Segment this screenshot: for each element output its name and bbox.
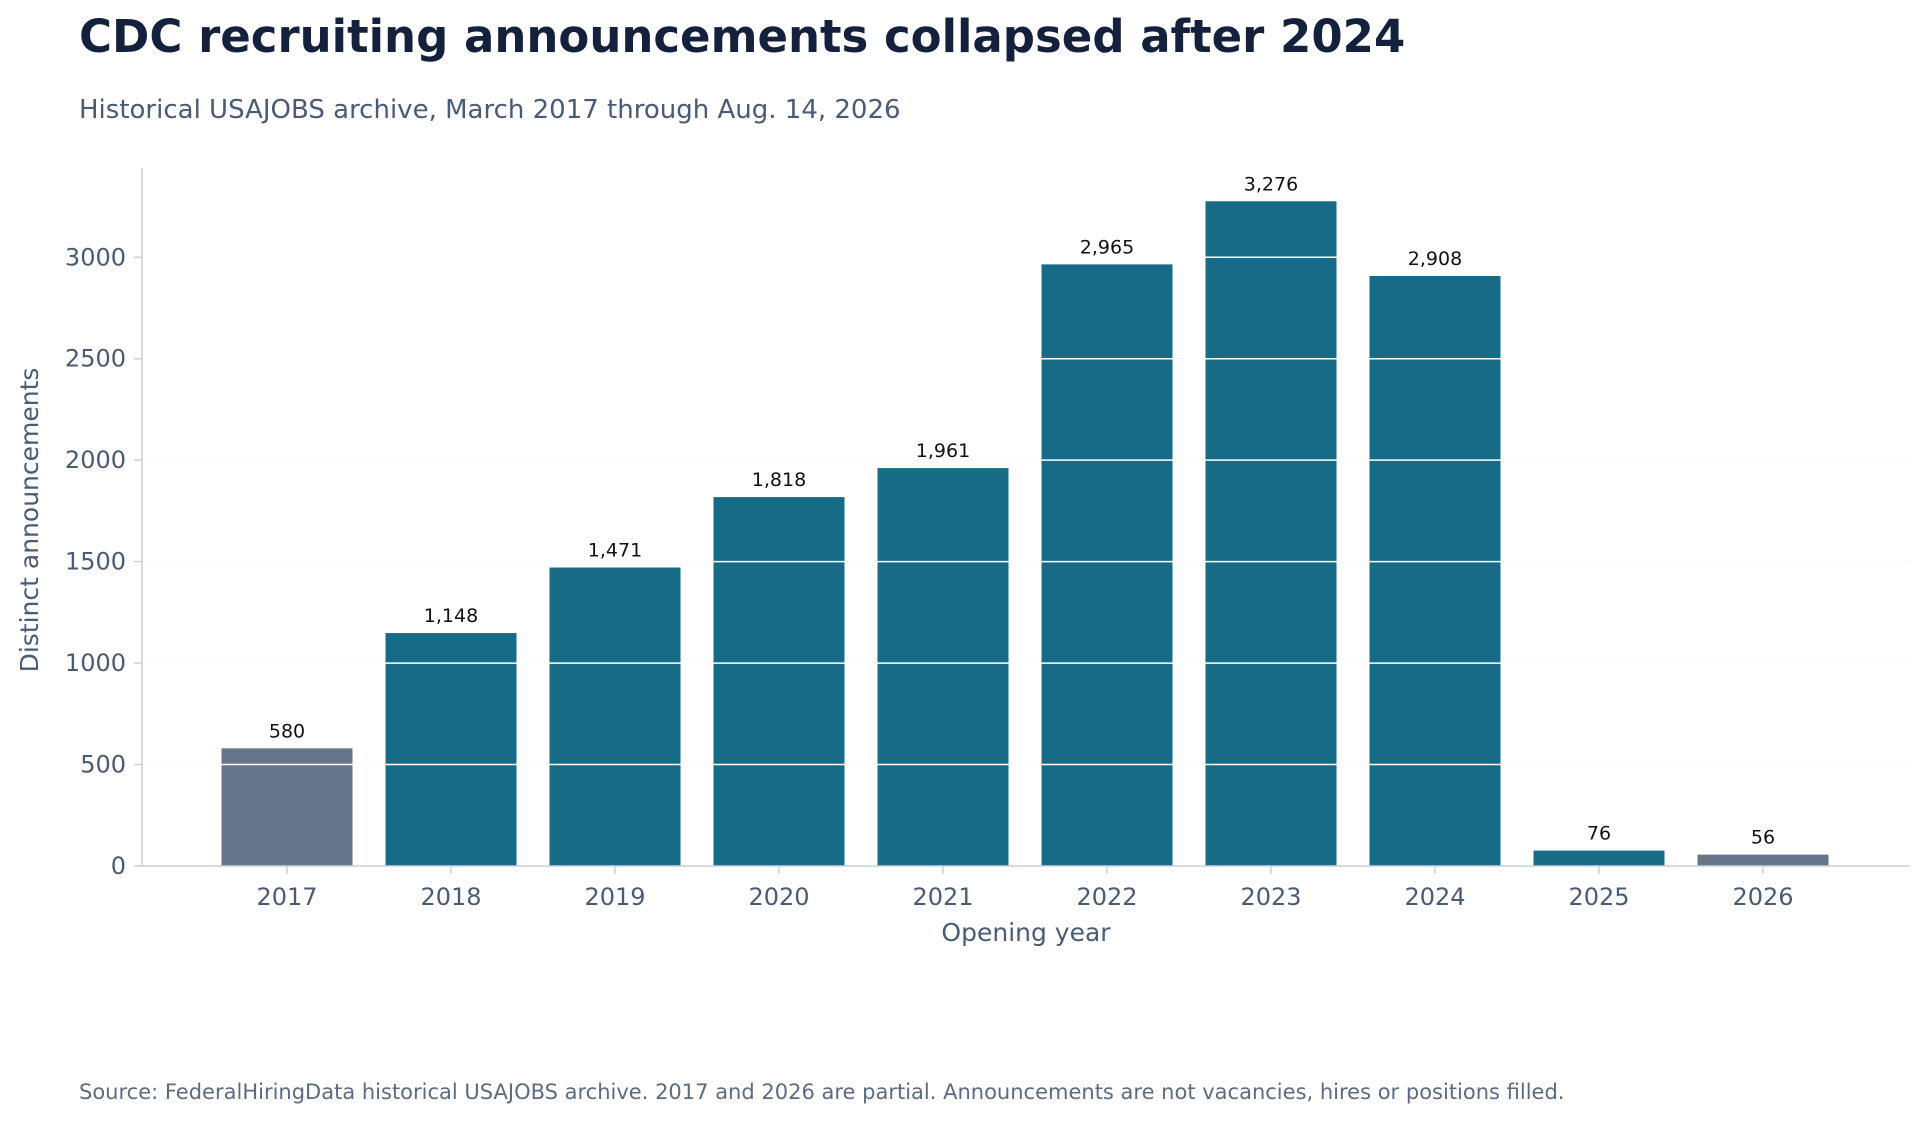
y-tick-label: 3000 xyxy=(65,243,126,271)
data-label-2025: 76 xyxy=(1587,823,1611,845)
x-tick-label-2022: 2022 xyxy=(1076,883,1137,911)
bar-2022 xyxy=(1041,264,1173,866)
x-axis-label: Opening year xyxy=(941,918,1111,947)
x-tick-label-2017: 2017 xyxy=(256,883,317,911)
y-tick-label: 0 xyxy=(111,852,126,880)
y-tick-label: 1500 xyxy=(65,548,126,576)
axes xyxy=(134,168,1910,874)
bar-2024 xyxy=(1369,275,1501,866)
bar-2017 xyxy=(221,748,353,866)
data-label-2017: 580 xyxy=(269,720,305,742)
labels: 0 500 1000 1500 2000 2500 3000 580 2017 1,148 2018… xyxy=(65,173,1794,911)
bars xyxy=(221,201,1829,867)
bar-2023 xyxy=(1205,201,1337,867)
y-tick-label: 2500 xyxy=(65,345,126,373)
bar-2025 xyxy=(1533,850,1665,866)
x-tick-label-2020: 2020 xyxy=(748,883,809,911)
data-label-2021: 1,961 xyxy=(916,440,970,462)
x-tick-label-2025: 2025 xyxy=(1568,883,1629,911)
x-tick-label-2021: 2021 xyxy=(912,883,973,911)
x-tick-label-2019: 2019 xyxy=(584,883,645,911)
source-note: Source: FederalHiringData historical USA… xyxy=(79,1080,1565,1104)
data-label-2023: 3,276 xyxy=(1244,173,1298,195)
chart-subtitle: Historical USAJOBS archive, March 2017 t… xyxy=(79,95,901,125)
y-tick-label: 1000 xyxy=(65,649,126,677)
data-label-2026: 56 xyxy=(1751,827,1775,849)
y-tick-label: 500 xyxy=(80,751,126,779)
inner-grid-lines xyxy=(142,256,1910,766)
y-tick-label: 2000 xyxy=(65,446,126,474)
data-label-2019: 1,471 xyxy=(588,540,642,562)
x-tick-label-2018: 2018 xyxy=(420,883,481,911)
x-tick-label-2024: 2024 xyxy=(1404,883,1465,911)
x-tick-label-2026: 2026 xyxy=(1732,883,1793,911)
chart-title: CDC recruiting announcements collapsed a… xyxy=(79,10,1406,63)
data-label-2022: 2,965 xyxy=(1080,236,1134,258)
bar-2021 xyxy=(877,468,1009,866)
data-label-2024: 2,908 xyxy=(1408,248,1462,270)
bar-2018 xyxy=(385,633,517,866)
bar-2020 xyxy=(713,497,845,866)
bar-2019 xyxy=(549,567,681,866)
y-axis-label: Distinct announcements xyxy=(15,368,44,673)
x-tick-label-2023: 2023 xyxy=(1240,883,1301,911)
data-label-2020: 1,818 xyxy=(752,469,806,491)
bar-2026 xyxy=(1697,854,1829,866)
data-label-2018: 1,148 xyxy=(424,605,478,627)
